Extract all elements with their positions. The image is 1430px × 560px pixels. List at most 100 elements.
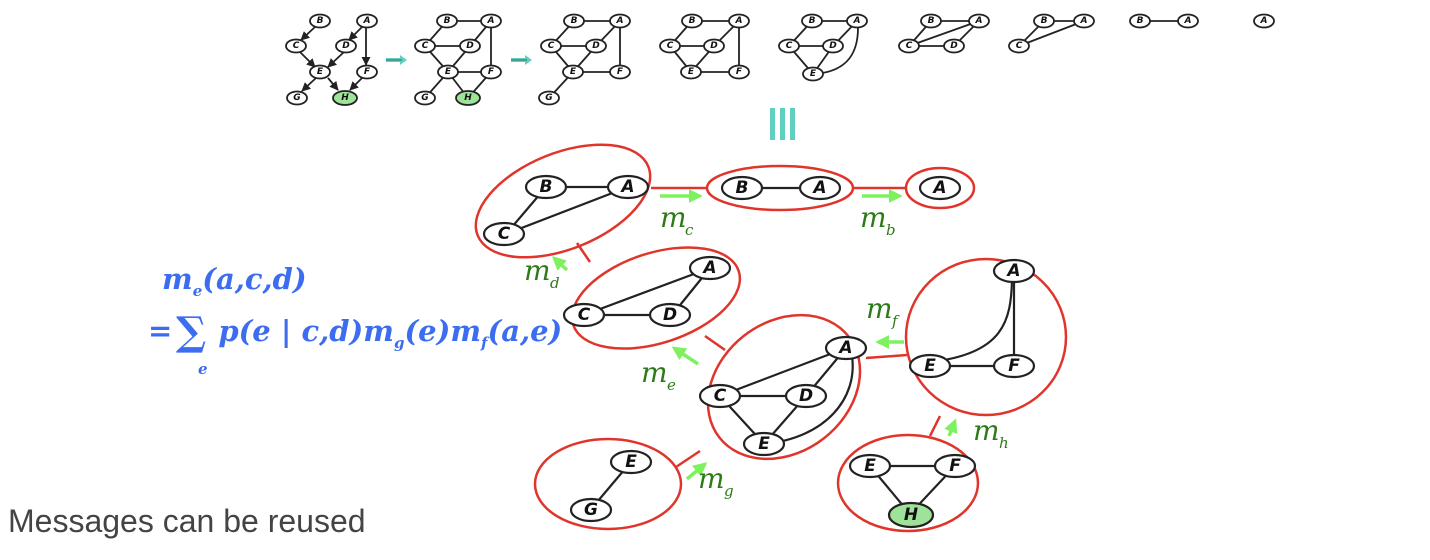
label-A: A — [811, 178, 826, 198]
clique-EG: E G — [533, 437, 683, 531]
label-E: E — [810, 69, 817, 79]
label-C: C — [714, 386, 727, 406]
label-D: D — [799, 386, 813, 406]
formula-rhs: = p(e | c,d)mg(e)mf(a,e) — [148, 314, 563, 352]
node-E — [437, 64, 459, 80]
label-A: A — [1260, 16, 1268, 26]
node-A — [824, 335, 868, 361]
label-C: C — [578, 305, 591, 325]
node-C — [659, 38, 681, 54]
clique-ACDE: A C D E — [698, 313, 868, 461]
svg-text:b: b — [886, 221, 896, 239]
label-C: C — [422, 41, 429, 51]
label-B: B — [317, 16, 324, 26]
message-arrow-d — [551, 256, 569, 272]
label-F: F — [488, 67, 495, 77]
label-H: H — [464, 93, 472, 103]
sum-index: e — [198, 360, 208, 378]
label-A: A — [1005, 261, 1020, 281]
node-F — [992, 353, 1036, 379]
label-C: C — [786, 41, 793, 51]
label-E: E — [445, 67, 452, 77]
node-A — [728, 13, 750, 29]
label-H: H — [341, 93, 349, 103]
node-A — [968, 13, 990, 29]
svg-text:m: m — [860, 201, 887, 234]
node-E — [609, 449, 653, 475]
message-arrow-g — [685, 462, 708, 481]
message-label-h: m h — [973, 414, 1009, 452]
label-D: D — [342, 41, 350, 51]
message-arrow-e — [671, 346, 699, 366]
label-G: G — [545, 93, 552, 103]
node-A — [356, 13, 378, 29]
elim-step-5: B A C D E — [778, 13, 868, 82]
label-G: G — [584, 500, 598, 520]
node-B — [524, 174, 568, 200]
elim-step-2: B A C D E F G H — [414, 13, 502, 106]
node-D — [648, 302, 692, 328]
node-A — [918, 175, 962, 201]
label-A: A — [619, 177, 634, 197]
label-A: A — [616, 16, 624, 26]
label-B: B — [1041, 16, 1048, 26]
node-E — [562, 64, 584, 80]
step-arrow-2 — [511, 55, 532, 65]
node-A — [609, 13, 631, 29]
node-C — [562, 302, 606, 328]
label-F: F — [364, 67, 371, 77]
node-F — [728, 64, 750, 80]
svg-text:e: e — [667, 376, 676, 394]
node-D — [784, 383, 828, 409]
label-F: F — [1008, 356, 1020, 376]
node-E — [848, 453, 892, 479]
elim-step-3: B A C D E F G — [538, 13, 631, 106]
label-B: B — [1137, 16, 1144, 26]
clique-BAC: B A C — [474, 143, 652, 259]
node-D — [585, 38, 607, 54]
clique-A: A — [904, 166, 976, 210]
label-B: B — [689, 16, 696, 26]
label-E: E — [317, 67, 324, 77]
message-label-e: m e — [641, 356, 676, 394]
node-E — [680, 64, 702, 80]
step-arrow-1 — [386, 55, 407, 65]
node-A — [992, 258, 1036, 284]
label-E: E — [625, 452, 637, 472]
elim-step-8: B A — [1129, 13, 1199, 29]
node-B — [1033, 13, 1055, 29]
label-A: A — [837, 338, 852, 358]
label-B: B — [540, 177, 553, 197]
message-label-g: m g — [698, 462, 734, 500]
node-A — [688, 255, 732, 281]
node-C — [1008, 38, 1030, 54]
node-A — [798, 175, 842, 201]
label-C: C — [1016, 41, 1023, 51]
node-C — [698, 383, 742, 409]
label-A: A — [931, 178, 946, 198]
message-label-b: m b — [860, 201, 896, 239]
label-F: F — [617, 67, 624, 77]
label-F: F — [949, 456, 961, 476]
label-C: C — [548, 41, 555, 51]
svg-text:m: m — [866, 292, 893, 325]
node-E — [742, 431, 786, 457]
svg-text:g: g — [724, 482, 734, 500]
svg-text:c: c — [685, 221, 694, 239]
node-C — [540, 38, 562, 54]
clique-AEF: A E F — [904, 257, 1068, 417]
node-B — [801, 13, 823, 29]
label-C: C — [293, 41, 300, 51]
label-B: B — [809, 16, 816, 26]
label-E: E — [758, 434, 770, 454]
label-H: H — [904, 505, 918, 525]
sep-acde-eg — [675, 449, 701, 469]
node-H — [455, 90, 481, 106]
message-arrow-h — [944, 418, 958, 437]
caption: Messages can be reused — [8, 503, 366, 539]
elim-step-9: A — [1253, 13, 1275, 29]
label-A: A — [975, 16, 983, 26]
clique-BA: B A — [705, 164, 855, 212]
label-F: F — [736, 67, 743, 77]
